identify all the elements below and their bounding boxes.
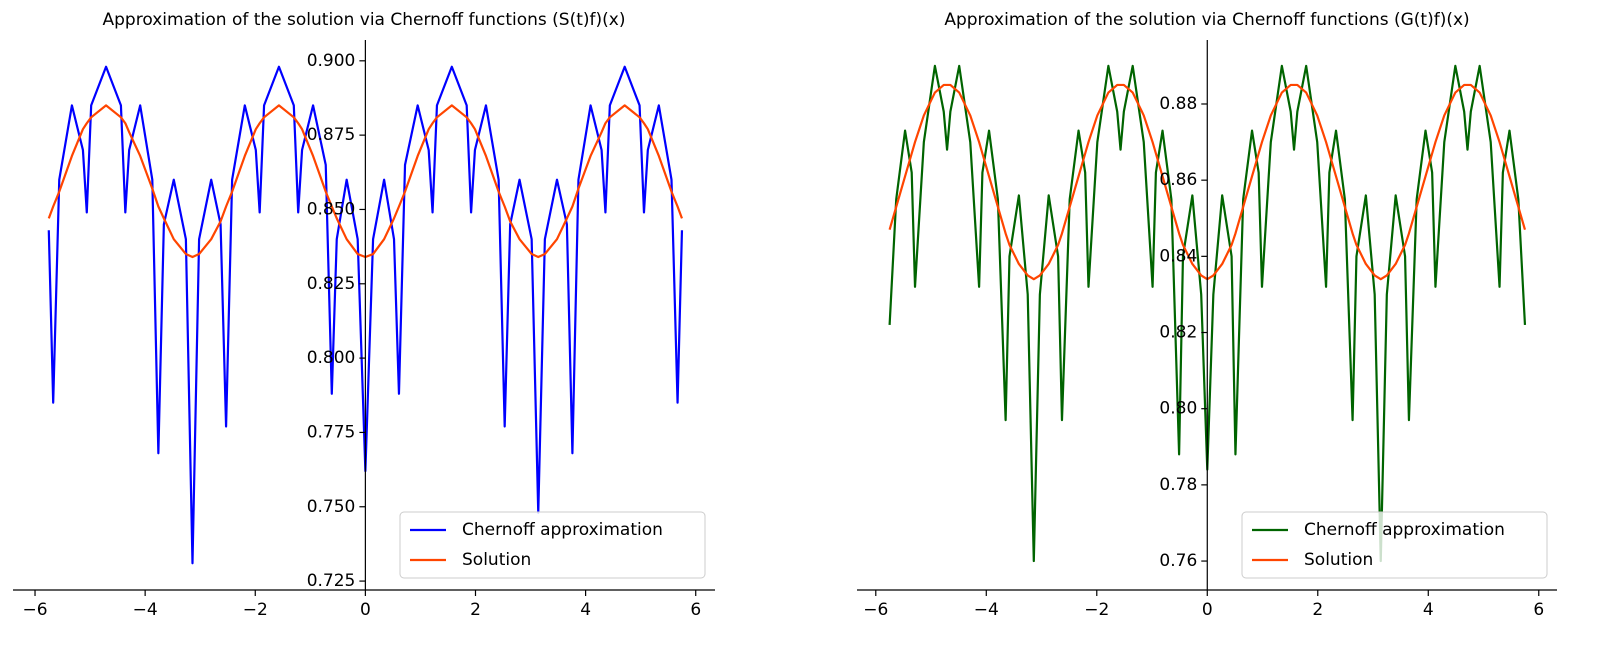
x-tick-label: −6: [22, 600, 47, 620]
x-tick-label: −6: [863, 600, 888, 620]
x-tick-label: 4: [580, 600, 591, 620]
x-tick-label: 4: [1423, 600, 1434, 620]
x-tick-label: 0: [1202, 600, 1213, 620]
x-tick-label: 2: [1312, 600, 1323, 620]
legend: Chernoff approximation Solution: [399, 511, 706, 579]
legend-box: [1241, 511, 1548, 579]
legend: Chernoff approximation Solution: [1241, 511, 1548, 579]
legend-label: Chernoff approximation: [1304, 520, 1505, 540]
y-tick-label: 0.800: [307, 348, 356, 368]
y-tick-label: 0.875: [307, 125, 356, 145]
x-tick-label: 6: [690, 600, 701, 620]
y-tick-label: 0.88: [1159, 94, 1197, 114]
subplot: Approximation of the solution via Cherno…: [13, 10, 715, 620]
legend-label: Solution: [1304, 550, 1373, 570]
y-tick-label: 0.78: [1159, 475, 1197, 495]
subplot: Approximation of the solution via Cherno…: [857, 10, 1557, 620]
y-tick-label: 0.775: [307, 422, 356, 442]
x-tick-label: 0: [360, 600, 371, 620]
x-tick-label: 6: [1533, 600, 1544, 620]
x-tick-label: −4: [974, 600, 999, 620]
y-tick-label: 0.82: [1159, 323, 1197, 343]
x-tick-label: −2: [1084, 600, 1109, 620]
y-tick-label: 0.80: [1159, 399, 1197, 419]
y-tick-label: 0.850: [307, 199, 356, 219]
legend-label: Solution: [462, 550, 531, 570]
chart-title: Approximation of the solution via Cherno…: [944, 10, 1469, 30]
legend-label: Chernoff approximation: [462, 520, 663, 540]
y-tick-label: 0.86: [1159, 170, 1197, 190]
y-tick-label: 0.76: [1159, 551, 1197, 571]
y-tick-label: 0.825: [307, 274, 356, 294]
chart-title: Approximation of the solution via Cherno…: [103, 10, 626, 30]
x-tick-label: 2: [470, 600, 481, 620]
y-tick-label: 0.750: [307, 497, 356, 517]
legend-box: [399, 511, 706, 579]
x-tick-label: −4: [133, 600, 158, 620]
y-tick-label: 0.725: [307, 571, 356, 591]
y-tick-label: 0.84: [1159, 246, 1197, 266]
y-tick-label: 0.900: [307, 51, 356, 71]
x-tick-label: −2: [243, 600, 268, 620]
